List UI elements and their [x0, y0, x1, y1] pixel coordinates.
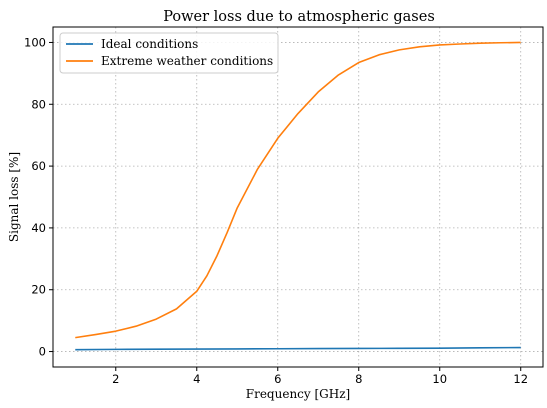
x-tick-label: 6 [274, 372, 281, 386]
x-axis-label: Frequency [GHz] [246, 387, 350, 401]
series-line-0 [75, 346, 521, 351]
series-layer [75, 41, 521, 351]
x-tick-label: 12 [513, 372, 528, 386]
y-axis-label: Signal loss [%] [7, 152, 21, 242]
y-tick-label: 80 [31, 97, 46, 111]
y-tick-label: 100 [24, 35, 46, 49]
chart-title: Power loss due to atmospheric gases [163, 9, 435, 25]
legend-box [59, 32, 279, 74]
x-tick-label: 8 [355, 372, 362, 386]
y-tick-label: 20 [31, 283, 46, 297]
x-tick-label: 2 [112, 372, 119, 386]
axis-ticks: 2 4 6 8 10 12 0 20 40 60 80 100 [24, 35, 528, 386]
plot-frame [52, 26, 544, 368]
x-tick-label: 4 [193, 372, 200, 386]
legend-label: Extreme weather conditions [101, 54, 273, 68]
x-tick-label: 10 [432, 372, 447, 386]
legend: Ideal conditions Extreme weather conditio… [59, 32, 279, 74]
series-line-1 [75, 41, 521, 339]
y-tick-label: 0 [39, 345, 46, 359]
y-tick-label: 40 [31, 221, 46, 235]
y-tick-label: 60 [31, 159, 46, 173]
legend-label: Ideal conditions [101, 37, 198, 51]
grid [53, 27, 543, 367]
